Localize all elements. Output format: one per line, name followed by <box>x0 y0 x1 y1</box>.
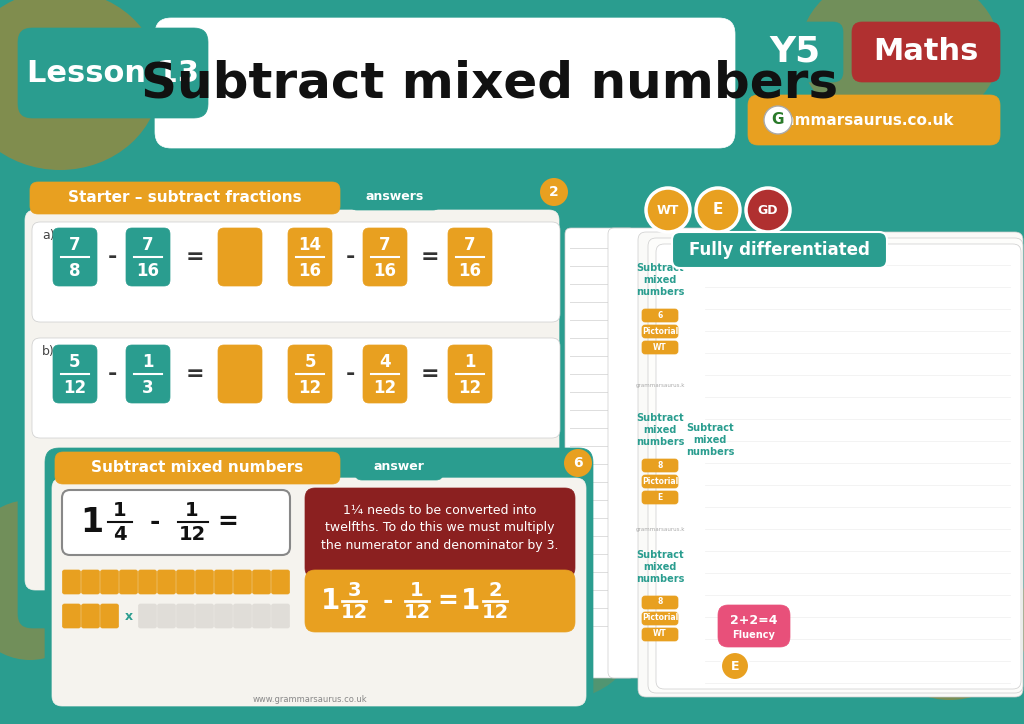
FancyBboxPatch shape <box>638 232 1023 697</box>
FancyBboxPatch shape <box>642 475 678 488</box>
Text: Subtract: Subtract <box>636 413 684 423</box>
Text: Maths: Maths <box>873 38 979 67</box>
FancyBboxPatch shape <box>253 604 270 628</box>
Text: Subtract: Subtract <box>636 550 684 560</box>
Ellipse shape <box>0 500 100 660</box>
FancyBboxPatch shape <box>218 345 262 403</box>
FancyBboxPatch shape <box>100 604 119 628</box>
Text: 12: 12 <box>178 524 206 544</box>
FancyBboxPatch shape <box>126 345 170 403</box>
Text: 1¼ needs to be converted into: 1¼ needs to be converted into <box>343 503 537 516</box>
FancyBboxPatch shape <box>196 570 213 594</box>
Circle shape <box>540 178 568 206</box>
Text: Starter – subtract fractions: Starter – subtract fractions <box>69 190 302 206</box>
FancyBboxPatch shape <box>672 232 887 268</box>
Text: 1: 1 <box>321 587 340 615</box>
Circle shape <box>696 188 740 232</box>
FancyBboxPatch shape <box>350 182 440 210</box>
Text: =: = <box>217 510 239 534</box>
FancyBboxPatch shape <box>362 228 407 286</box>
FancyBboxPatch shape <box>648 238 1023 693</box>
Text: Pictorial: Pictorial <box>642 327 678 335</box>
Text: Pictorial: Pictorial <box>642 476 678 486</box>
FancyBboxPatch shape <box>25 210 559 590</box>
Text: =: = <box>437 589 459 613</box>
FancyBboxPatch shape <box>53 228 97 286</box>
Text: 16: 16 <box>136 262 160 280</box>
Text: 14: 14 <box>298 236 322 254</box>
Text: 1: 1 <box>114 500 127 520</box>
Circle shape <box>646 188 690 232</box>
FancyBboxPatch shape <box>565 228 635 678</box>
Text: =: = <box>185 364 205 384</box>
Circle shape <box>764 106 792 134</box>
Text: b): b) <box>42 345 54 358</box>
FancyBboxPatch shape <box>288 345 332 403</box>
Text: mixed: mixed <box>643 562 677 572</box>
FancyBboxPatch shape <box>138 604 157 628</box>
Text: 12: 12 <box>298 379 322 397</box>
Text: 1: 1 <box>464 353 476 371</box>
Text: grammarsaurus.k: grammarsaurus.k <box>635 382 685 387</box>
Text: 6: 6 <box>657 311 663 319</box>
Text: 7: 7 <box>464 236 476 254</box>
Ellipse shape <box>800 0 1000 130</box>
FancyBboxPatch shape <box>120 570 137 594</box>
Text: E: E <box>731 660 739 673</box>
Text: numbers: numbers <box>636 437 684 447</box>
FancyBboxPatch shape <box>53 345 97 403</box>
Text: grammarsaurus.k: grammarsaurus.k <box>635 528 685 532</box>
Ellipse shape <box>870 540 1024 700</box>
FancyBboxPatch shape <box>30 182 340 214</box>
FancyBboxPatch shape <box>305 570 575 632</box>
FancyBboxPatch shape <box>62 490 290 555</box>
Ellipse shape <box>0 0 160 170</box>
Text: E: E <box>657 492 663 502</box>
Text: 16: 16 <box>299 262 322 280</box>
Text: 16: 16 <box>459 262 481 280</box>
FancyBboxPatch shape <box>642 325 678 338</box>
Text: WT: WT <box>656 203 679 216</box>
Text: -: - <box>345 247 354 267</box>
FancyBboxPatch shape <box>62 604 81 628</box>
Text: -: - <box>345 364 354 384</box>
Text: 7: 7 <box>70 236 81 254</box>
Text: 12: 12 <box>403 604 431 623</box>
Text: 1: 1 <box>185 500 199 520</box>
FancyBboxPatch shape <box>126 228 170 286</box>
Text: 12: 12 <box>459 379 481 397</box>
FancyBboxPatch shape <box>362 345 407 403</box>
FancyBboxPatch shape <box>176 570 195 594</box>
FancyBboxPatch shape <box>288 228 332 286</box>
Text: 16: 16 <box>374 262 396 280</box>
Text: 1: 1 <box>81 505 103 539</box>
Text: 5: 5 <box>304 353 315 371</box>
Text: 8: 8 <box>70 262 81 280</box>
FancyBboxPatch shape <box>748 22 843 82</box>
FancyBboxPatch shape <box>82 604 99 628</box>
FancyBboxPatch shape <box>271 604 290 628</box>
FancyBboxPatch shape <box>32 338 560 438</box>
Text: Subtract mixed numbers: Subtract mixed numbers <box>141 59 839 107</box>
Text: GD: GD <box>758 203 778 216</box>
FancyBboxPatch shape <box>305 488 575 578</box>
FancyBboxPatch shape <box>176 604 195 628</box>
FancyBboxPatch shape <box>271 570 290 594</box>
FancyBboxPatch shape <box>642 459 678 472</box>
Text: WT: WT <box>653 629 667 639</box>
FancyBboxPatch shape <box>62 570 81 594</box>
FancyBboxPatch shape <box>253 570 270 594</box>
Text: mixed: mixed <box>643 275 677 285</box>
FancyBboxPatch shape <box>18 28 208 118</box>
FancyBboxPatch shape <box>214 604 232 628</box>
Text: numbers: numbers <box>636 574 684 584</box>
Text: 7: 7 <box>142 236 154 254</box>
Text: 4: 4 <box>114 524 127 544</box>
FancyBboxPatch shape <box>218 228 262 286</box>
FancyBboxPatch shape <box>158 570 175 594</box>
Circle shape <box>721 652 749 680</box>
FancyBboxPatch shape <box>449 345 492 403</box>
Text: 12: 12 <box>340 604 368 623</box>
FancyBboxPatch shape <box>55 452 340 484</box>
